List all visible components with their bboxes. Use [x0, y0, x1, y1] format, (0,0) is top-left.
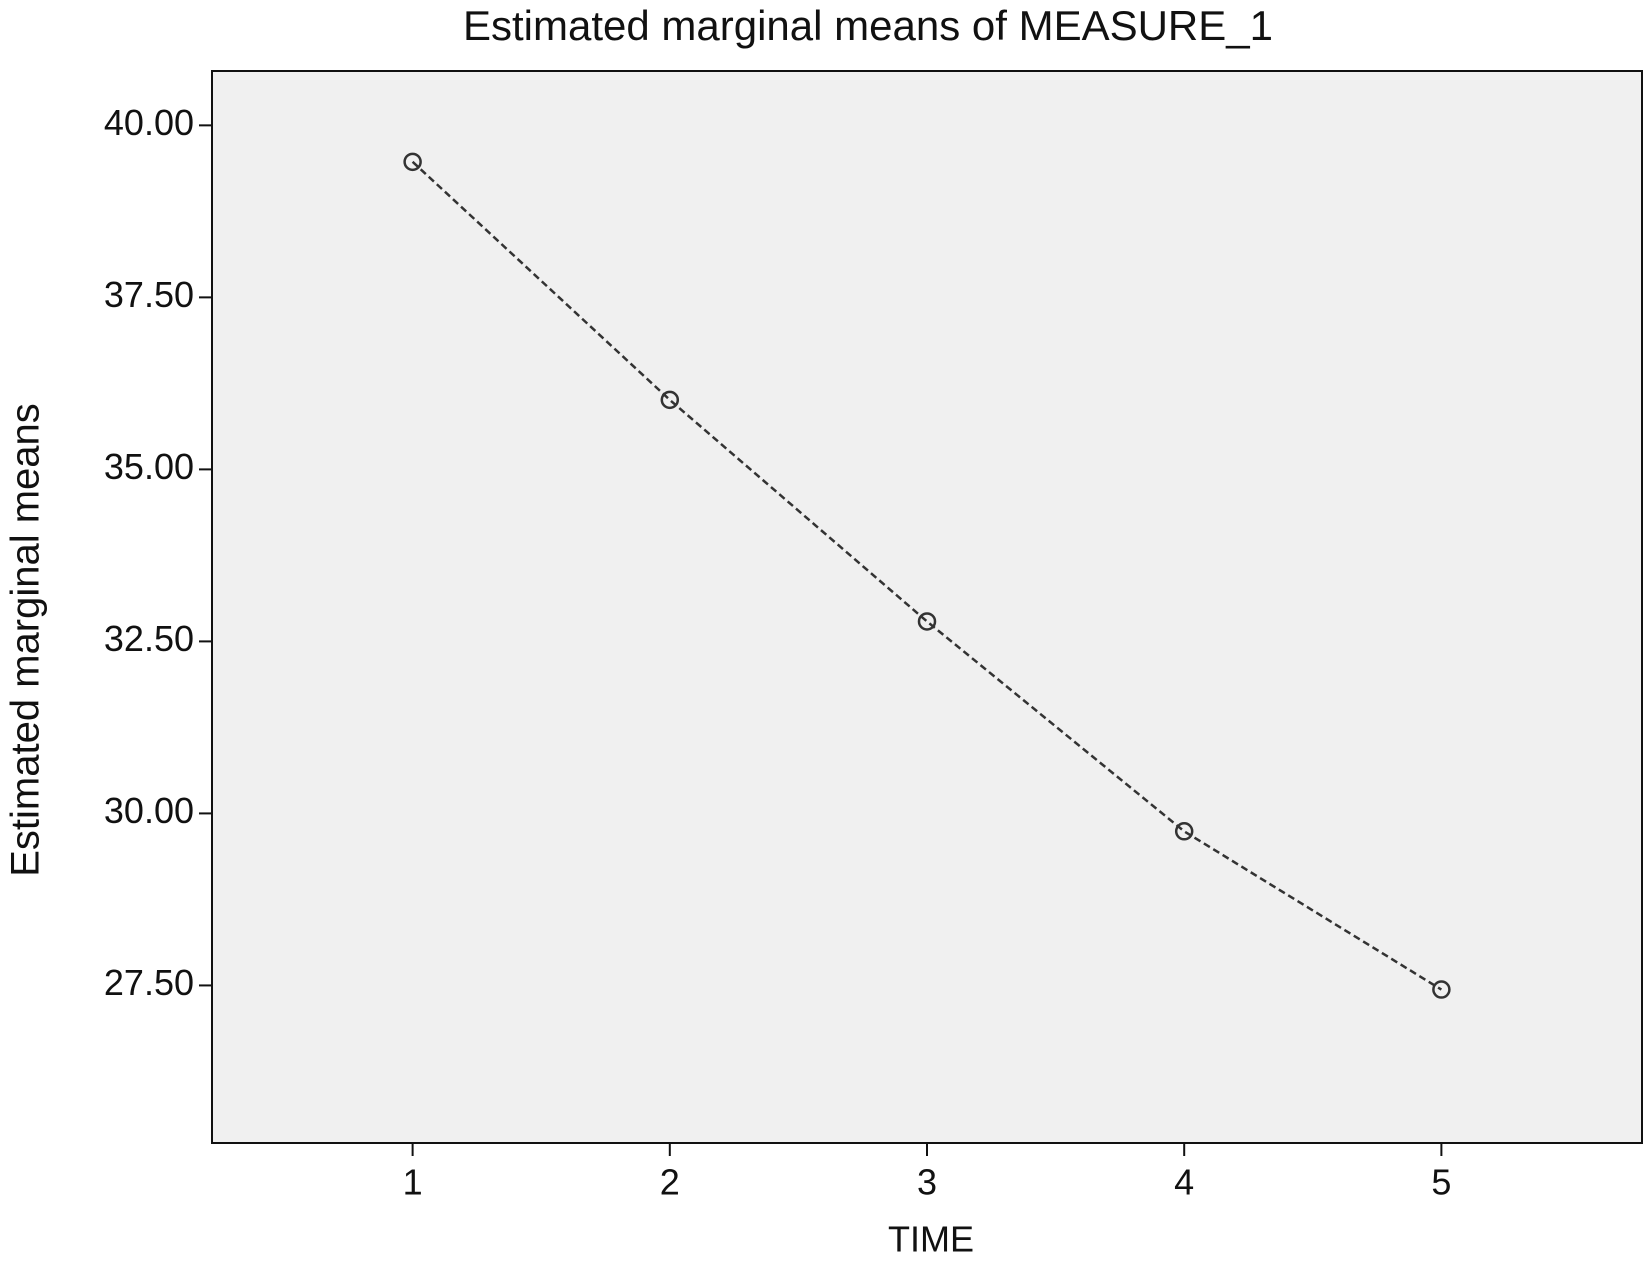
y-tick-label: 35.00 [104, 446, 194, 487]
y-tick-label: 37.50 [104, 274, 194, 315]
chart-title: Estimated marginal means of MEASURE_1 [463, 2, 1273, 49]
x-axis-label: TIME [888, 1219, 974, 1260]
data-point [403, 152, 422, 172]
x-tick-label: 5 [1431, 1162, 1451, 1203]
data-point [660, 390, 680, 410]
y-tick-label: 27.50 [104, 962, 194, 1003]
data-point [1174, 822, 1194, 841]
y-tick-label: 32.50 [104, 618, 194, 659]
data-point [917, 612, 937, 631]
y-axis-label: Estimated marginal means [4, 403, 48, 877]
y-tick-label: 40.00 [104, 102, 194, 143]
x-tick-label: 4 [1174, 1162, 1194, 1203]
data-line [411, 160, 1443, 991]
x-tick-label: 3 [917, 1162, 937, 1203]
plot-area [211, 70, 1643, 1144]
data-point [1432, 980, 1451, 999]
x-tick-label: 2 [660, 1162, 680, 1203]
x-tick-label: 1 [403, 1162, 423, 1203]
y-tick-label: 30.00 [104, 790, 194, 831]
